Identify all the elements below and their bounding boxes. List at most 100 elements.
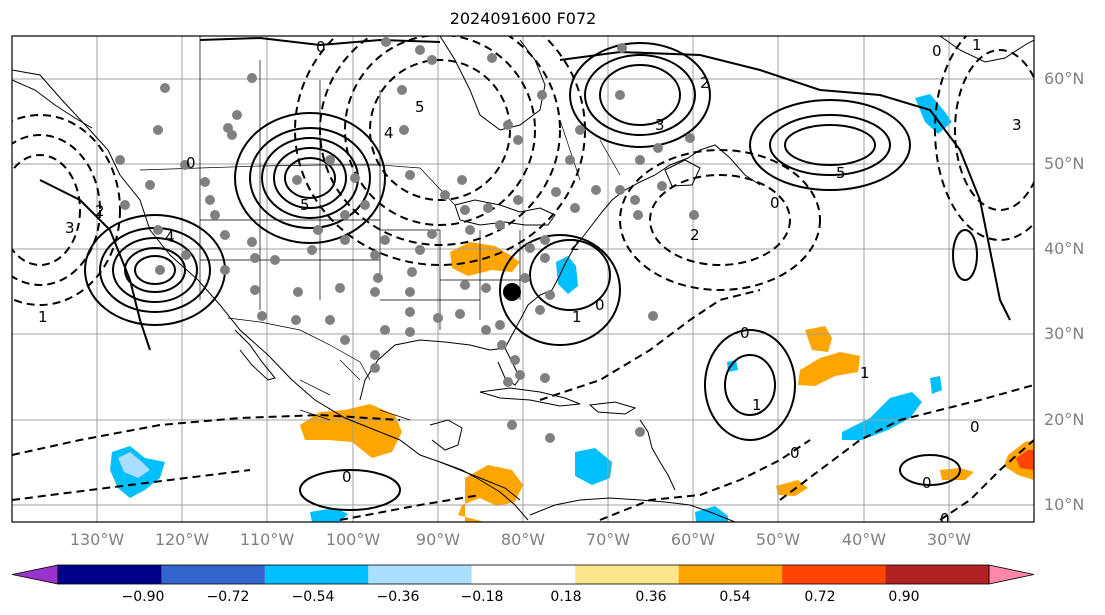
contour-label: 4: [165, 228, 175, 246]
low-center-central-canada: [369, 59, 511, 201]
lat-label: 30°N: [1044, 324, 1084, 343]
colorbar-tick-label: 0.90: [888, 589, 919, 605]
colorbar-segment: [678, 565, 783, 584]
alaska-panhandle: [12, 79, 93, 129]
lon-label: 110°W: [240, 530, 295, 549]
contour-label: 5: [300, 196, 310, 214]
colorbar-ticks: −0.90 −0.72 −0.54 −0.36 −0.18 0.18 0.36 …: [122, 589, 920, 605]
lon-label: 130°W: [70, 530, 125, 549]
orange-region-atlantic-2: [798, 352, 860, 386]
station-dots: [115, 37, 699, 443]
lon-label: 60°W: [671, 530, 715, 549]
blue-region-us-coast: [556, 256, 578, 294]
contour-label: 0: [342, 468, 352, 486]
baja: [234, 329, 276, 381]
positive-contour-band-north: [199, 36, 441, 47]
contour-label: 2: [700, 74, 710, 92]
colorbar-segment: [161, 565, 265, 584]
south-america-coast: [529, 497, 736, 522]
newfoundland: [664, 159, 701, 187]
colorbar-tick-label: 0.72: [804, 589, 835, 605]
blue-region-atlantic-band: [842, 392, 922, 440]
colorbar-tick-label: 0.18: [550, 589, 581, 605]
blue-region-small-2: [930, 376, 942, 394]
contour-label: 1: [572, 308, 582, 326]
contour-label: 0: [970, 418, 980, 436]
negative-shading-regions: [110, 94, 952, 522]
lon-label: 30°W: [927, 530, 971, 549]
yucatan: [429, 419, 463, 451]
positive-contour-band-atlantic: [559, 50, 1011, 321]
contour-label: 5: [415, 98, 425, 116]
cuba: [479, 387, 581, 407]
lon-label: 50°W: [756, 530, 800, 549]
lon-label: 90°W: [416, 530, 460, 549]
lat-label: 10°N: [1044, 495, 1084, 514]
colorbar-segment: [575, 565, 679, 584]
longitude-labels: 130°W 120°W 110°W 100°W 90°W 80°W 70°W 6…: [70, 530, 971, 549]
orange-region-atlantic-1: [805, 326, 832, 352]
contour-label: 1: [972, 36, 982, 54]
contour-label: 3: [1012, 116, 1022, 134]
contour-label: 3: [65, 219, 75, 237]
lat-label: 60°N: [1044, 69, 1084, 88]
high-center-east-coast: [529, 239, 611, 311]
map-frame: [11, 35, 1035, 523]
colorbar-tick-label: 0.54: [719, 589, 750, 605]
contour-label: 3: [655, 116, 665, 134]
low-center-pacific: [12, 154, 81, 266]
contour-label: 0: [316, 38, 326, 56]
colorbar-tick-label: −0.72: [207, 589, 250, 605]
lon-label: 80°W: [501, 530, 545, 549]
orange-region-central-america: [458, 465, 523, 522]
contour-label: 0: [770, 194, 780, 212]
lat-label: 20°N: [1044, 410, 1084, 429]
lat-label: 50°N: [1044, 154, 1084, 173]
high-center-nw: [249, 127, 371, 229]
colorbar-segment: [471, 565, 576, 584]
hispaniola: [588, 401, 637, 415]
positive-contour-band-west: [39, 179, 151, 351]
colorbar-tick-label: −0.18: [461, 589, 504, 605]
contour-label: 0: [922, 474, 932, 492]
contour-label: 5: [836, 164, 846, 182]
contour-labels: 0 2 3 5 4 1 0 2 3 5 0 1 2 0 3 5 4 0 2 1 …: [38, 36, 1022, 528]
low-center-atlantic-mid: [649, 174, 791, 266]
colorbar-segment: [368, 565, 472, 584]
colorbar-extend-max: [988, 564, 1035, 585]
observation-station-marker: [503, 283, 521, 301]
mexico-states: [299, 359, 411, 421]
low-center-east: [954, 49, 1034, 211]
caribbean-islands: [639, 419, 676, 491]
contour-label: 0: [940, 510, 950, 528]
colorbar-tick-label: 0.36: [635, 589, 666, 605]
negative-contour-band-south: [12, 413, 401, 456]
contour-label: 2: [690, 226, 700, 244]
contour-label: 1: [38, 308, 48, 326]
high-center-atlantic-north: [769, 114, 891, 176]
us-mexico-border: [227, 317, 371, 381]
contour-label: 1: [860, 364, 870, 382]
central-america: [439, 461, 529, 521]
colorbar: [11, 564, 1035, 585]
high-center-caribbean-south: [299, 469, 401, 511]
lightblue-region-pacific: [118, 452, 150, 478]
great-lakes: [454, 199, 556, 226]
red-region-east-edge: [1016, 450, 1034, 470]
contour-label: 2: [95, 202, 105, 220]
lon-label: 40°W: [842, 530, 886, 549]
colorbar-tick-label: −0.36: [377, 589, 420, 605]
lon-label: 100°W: [326, 530, 381, 549]
canada-provinces: [199, 36, 621, 181]
high-center-atlantic-mid: [704, 329, 796, 441]
colorbar-extend-min: [11, 564, 59, 585]
orange-region-atlantic-3: [776, 480, 808, 496]
colorbar-segment: [782, 565, 886, 584]
contour-label: 0: [740, 324, 750, 342]
colorbar-frame: [57, 564, 990, 585]
orange-region-mexico: [300, 404, 402, 458]
colorbar-tick-label: −0.54: [292, 589, 335, 605]
lon-label: 120°W: [155, 530, 210, 549]
high-center-east-small-2: [952, 229, 978, 281]
